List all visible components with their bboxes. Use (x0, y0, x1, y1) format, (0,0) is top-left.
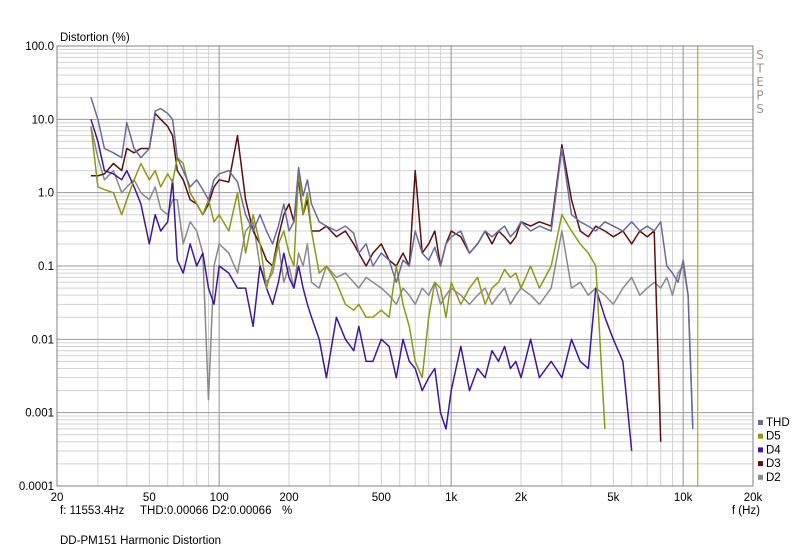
legend-label-d4: D4 (766, 444, 781, 456)
readout-d2: D2:0.00066 (212, 505, 271, 517)
watermark-letter: E (756, 75, 764, 89)
series-line-d3 (90, 112, 662, 442)
series-layer (90, 97, 694, 452)
x-axis-label: f (Hz) (732, 505, 760, 517)
legend-swatch-d5 (758, 433, 763, 439)
x-tick-label: 50 (143, 492, 156, 504)
watermark-letter: T (755, 62, 764, 76)
y-tick-label: 1.0 (38, 188, 54, 200)
readout-unit: % (282, 505, 292, 517)
y-tick-label: 0.1 (38, 261, 54, 273)
plot-border (56, 45, 754, 487)
y-tick-label: 0.0001 (19, 481, 54, 493)
x-tick-label: 10k (674, 492, 693, 504)
y-tick-label: 0.001 (25, 408, 54, 420)
y-tick-labels: 100.0 10.0 1.0 0.1 0.01 0.001 0.0001 (19, 41, 54, 493)
legend-swatch-d2 (758, 474, 763, 480)
chart-title: DD-PM151 Harmonic Distortion (60, 535, 221, 547)
x-tick-labels: 20 50 100 200 500 1k 2k 5k 10k 20k (51, 492, 763, 504)
x-tick-label: 20 (51, 492, 64, 504)
legend-label-thd: THD (766, 417, 790, 429)
x-tick-label: 100 (210, 492, 229, 504)
x-tick-label: 500 (372, 492, 391, 504)
legend-label-d3: D3 (766, 458, 781, 470)
y-tick-label: 100.0 (25, 41, 54, 53)
series-line-d4 (90, 119, 633, 452)
x-tick-label: 2k (515, 492, 527, 504)
legend-swatch-d4 (758, 447, 763, 453)
watermark-letter: S (756, 102, 764, 116)
watermark-letter: P (756, 89, 763, 103)
legend-swatch-d3 (758, 461, 763, 467)
y-tick-label: 10.0 (32, 114, 54, 126)
x-tick-label: 200 (279, 492, 298, 504)
x-tick-label: 20k (744, 492, 763, 504)
legend-label-d5: D5 (766, 431, 781, 443)
readout-frequency: f: 11553.4Hz (60, 505, 125, 517)
y-axis-label: Distortion (%) (60, 32, 130, 44)
readout-thd: THD:0.00066 (140, 505, 208, 517)
series-line-d2 (90, 126, 694, 429)
series-line-d5 (90, 126, 606, 429)
legend-label-d2: D2 (766, 472, 781, 484)
legend-swatch-thd (758, 420, 763, 425)
y-tick-label: 0.01 (32, 334, 54, 346)
x-tick-label: 1k (445, 492, 457, 504)
watermark-letter: S (756, 48, 764, 62)
series-line-thd (90, 97, 694, 429)
x-tick-label: 5k (607, 492, 619, 504)
